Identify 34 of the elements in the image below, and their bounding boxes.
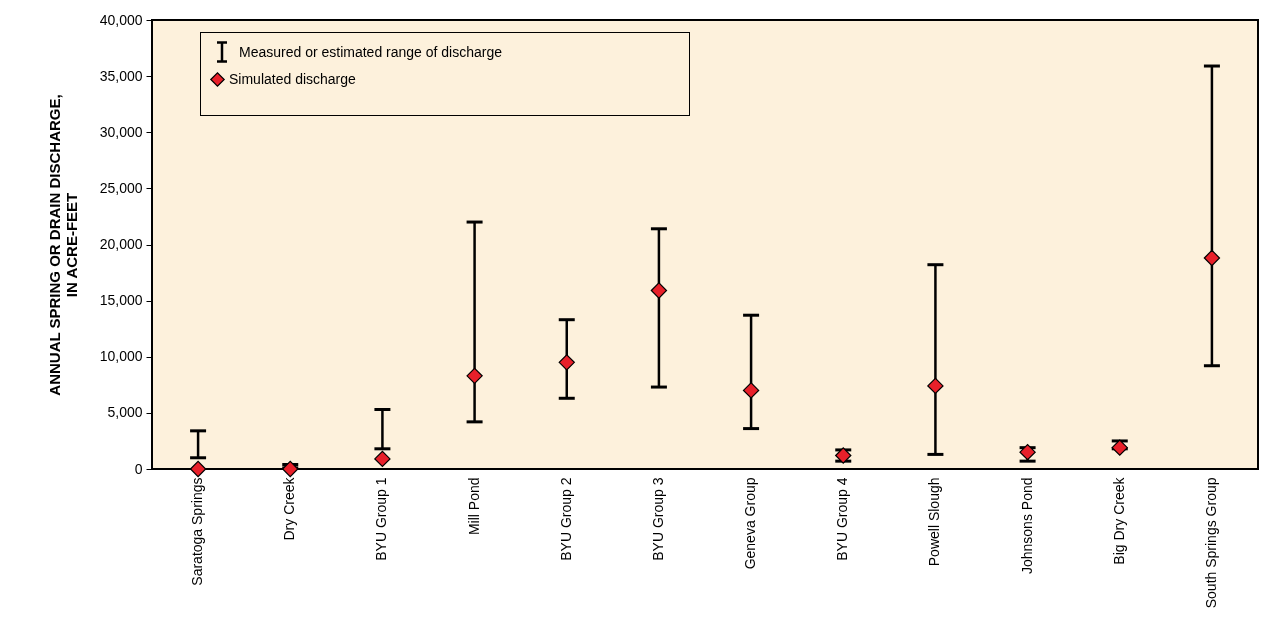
legend-label: Simulated discharge [229,70,357,87]
x-tick-label: Dry Creek [281,476,298,541]
y-axis-title: ANNUAL SPRING OR DRAIN DISCHARGE, IN ACRE-FEET [45,94,80,396]
point [282,460,299,478]
x-tick-label: Mill Pond [465,477,482,536]
point [927,377,944,395]
x-tick-label: BYU Group 2 [557,477,574,561]
y-tick-label: 10,000 [99,348,143,365]
point [1111,439,1128,456]
point [650,282,668,299]
point [558,354,575,371]
x-tick-label: South Springs Group [1202,477,1219,609]
point [374,450,391,468]
y-tick-label: 0 [134,460,143,477]
point [1203,249,1221,267]
x-tick-label: BYU Group 3 [649,477,666,561]
x-tick-label: Geneva Group [742,477,759,570]
y-tick-label: 30,000 [99,123,143,140]
y-tick-label: 40,000 [99,11,143,28]
x-tick-label: Johnsons Pond [1018,477,1035,575]
y-tick-label: 35,000 [99,67,143,84]
x-tick-label: Saratoga Springs [189,477,206,586]
x-tick-label: Big Dry Creek [1110,476,1127,565]
y-tick-label: 25,000 [99,179,143,196]
y-tick-label: 15,000 [99,292,143,309]
point [189,460,207,478]
y-tick-label: 5,000 [107,404,143,421]
x-tick-label: BYU Group 1 [373,477,390,561]
point [742,382,760,399]
annotation: Measured or estimated range of discharge [239,44,503,60]
y-tick-label: 20,000 [99,236,143,252]
x-tick-label: Powell Slough [926,477,943,567]
x-tick-label: BYU Group 4 [834,477,851,561]
point [466,367,483,385]
